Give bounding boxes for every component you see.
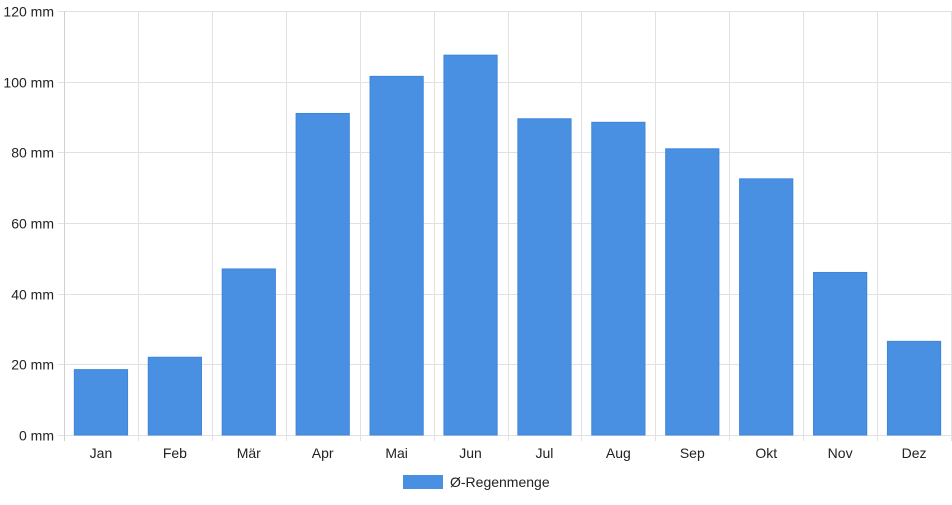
bar-jun[interactable] bbox=[443, 54, 498, 436]
bar-jan[interactable] bbox=[73, 369, 129, 436]
bar-aug[interactable] bbox=[591, 121, 646, 436]
legend-swatch bbox=[403, 475, 443, 489]
bar-dez[interactable] bbox=[886, 340, 942, 436]
x-tick-label: Mai bbox=[385, 445, 408, 461]
legend[interactable]: Ø-Regenmenge bbox=[403, 474, 550, 490]
y-axis-ticks: 0 mm 20 mm 40 mm 60 mm 80 mm 100 mm 120 mm bbox=[3, 4, 54, 444]
x-axis-ticks: Jan Feb Mär Apr Mai Jun Jul Aug Sep Okt Nov Dez bbox=[90, 445, 927, 461]
bar-sep[interactable] bbox=[665, 148, 720, 436]
bar-mai[interactable] bbox=[369, 75, 424, 436]
bar-nov[interactable] bbox=[813, 271, 868, 436]
x-tick-label: Jun bbox=[459, 445, 482, 461]
grid bbox=[58, 11, 952, 441]
x-tick-label: Aug bbox=[606, 445, 631, 461]
x-tick-label: Feb bbox=[163, 445, 187, 461]
y-tick-label: 0 mm bbox=[19, 428, 54, 444]
x-tick-label: Mär bbox=[237, 445, 261, 461]
bar-apr[interactable] bbox=[295, 112, 350, 436]
bar-jul[interactable] bbox=[517, 118, 572, 436]
x-tick-label: Okt bbox=[755, 445, 777, 461]
y-tick-label: 60 mm bbox=[11, 216, 54, 232]
x-tick-label: Dez bbox=[902, 445, 927, 461]
y-tick-label: 120 mm bbox=[3, 4, 54, 20]
bars bbox=[73, 54, 942, 436]
bar-feb[interactable] bbox=[147, 356, 202, 436]
x-tick-label: Sep bbox=[680, 445, 705, 461]
y-tick-label: 80 mm bbox=[11, 145, 54, 161]
y-tick-label: 100 mm bbox=[3, 75, 54, 91]
legend-label: Ø-Regenmenge bbox=[450, 474, 550, 490]
y-tick-label: 20 mm bbox=[11, 357, 54, 373]
x-tick-label: Jul bbox=[536, 445, 554, 461]
y-tick-label: 40 mm bbox=[11, 287, 54, 303]
x-tick-label: Nov bbox=[828, 445, 853, 461]
bar-mär[interactable] bbox=[221, 268, 276, 436]
bar-okt[interactable] bbox=[739, 178, 794, 436]
x-tick-label: Jan bbox=[90, 445, 113, 461]
x-tick-label: Apr bbox=[312, 445, 334, 461]
